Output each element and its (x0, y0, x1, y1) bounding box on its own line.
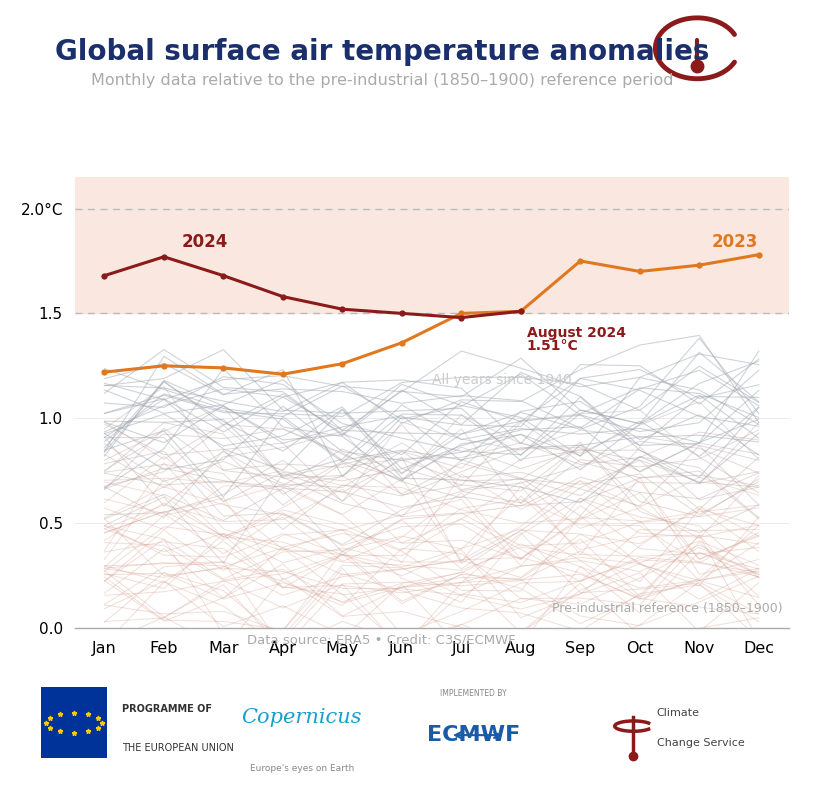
Text: 2023: 2023 (711, 233, 758, 251)
Text: August 2024: August 2024 (527, 326, 626, 340)
Text: THE EUROPEAN UNION: THE EUROPEAN UNION (123, 743, 234, 753)
Text: PROGRAMME OF: PROGRAMME OF (123, 704, 212, 714)
Text: Pre-industrial reference (1850–1900): Pre-industrial reference (1850–1900) (552, 602, 783, 615)
Text: Monthly data relative to the pre-industrial (1850–1900) reference period: Monthly data relative to the pre-industr… (90, 73, 673, 88)
Text: Change Service: Change Service (657, 738, 745, 748)
Text: IMPLEMENTED BY: IMPLEMENTED BY (440, 689, 507, 699)
Text: Europe's eyes on Earth: Europe's eyes on Earth (250, 764, 354, 773)
Bar (75, 177, 788, 313)
Text: Copernicus: Copernicus (242, 708, 362, 727)
Text: Climate: Climate (657, 708, 700, 718)
Text: All years since 1940: All years since 1940 (432, 373, 571, 387)
Text: 1.51°C: 1.51°C (527, 339, 579, 353)
Text: Global surface air temperature anomalies: Global surface air temperature anomalies (55, 39, 709, 66)
Bar (41, 687, 107, 758)
Text: ECMWF: ECMWF (427, 725, 520, 745)
Text: Data source: ERA5 • Credit: C3S/ECMWF: Data source: ERA5 • Credit: C3S/ECMWF (247, 634, 516, 646)
Text: 2024: 2024 (182, 233, 228, 251)
